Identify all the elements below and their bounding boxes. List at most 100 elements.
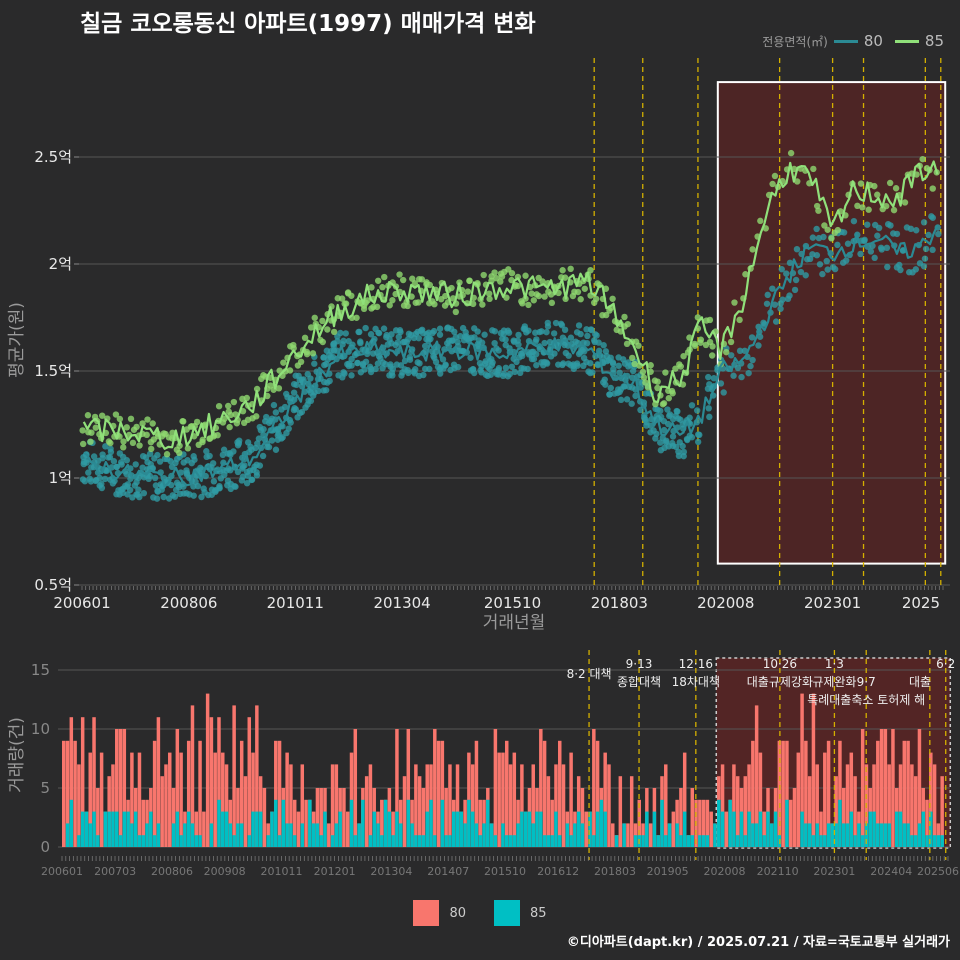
price-point-80 — [666, 411, 674, 418]
price-point-80 — [491, 328, 499, 335]
volume-bar-80 — [747, 764, 751, 847]
price-point-80 — [243, 479, 251, 487]
price-point-85 — [193, 418, 201, 426]
price-point-80 — [426, 365, 433, 373]
volume-bar-85 — [656, 835, 660, 847]
volume-bar-85 — [209, 823, 214, 847]
volume-bar-85 — [523, 811, 528, 847]
volume-bar-80 — [414, 764, 418, 847]
volume-bar-85 — [122, 811, 127, 847]
price-point-80 — [874, 232, 881, 239]
volume-bar-85 — [841, 823, 846, 847]
volume-bar-85 — [149, 811, 153, 847]
volume-bar-80 — [406, 729, 411, 847]
price-point-80 — [913, 227, 920, 234]
price-point-85 — [199, 438, 206, 446]
price-x-tick-label: 200806 — [160, 594, 217, 612]
price-point-85 — [143, 431, 150, 439]
volume-bar-80 — [493, 729, 498, 847]
volume-bar-85 — [735, 835, 740, 847]
price-point-80 — [502, 336, 509, 343]
volume-bar-80 — [474, 740, 479, 847]
volume-bar-80 — [898, 764, 903, 847]
price-point-85 — [736, 316, 743, 324]
price-point-85 — [890, 206, 898, 214]
volume-bar-85 — [652, 811, 657, 847]
volume-bar-85 — [217, 799, 221, 847]
price-point-80 — [734, 364, 742, 372]
price-point-80 — [203, 448, 210, 455]
price-point-85 — [360, 305, 368, 313]
price-point-80 — [907, 225, 915, 233]
price-point-85 — [311, 314, 318, 321]
price-point-80 — [326, 377, 333, 385]
price-point-85 — [431, 301, 438, 308]
volume-bar-85 — [84, 811, 89, 847]
price-point-85 — [706, 316, 714, 324]
volume-bar-85 — [565, 823, 570, 847]
volume-bar-85 — [592, 835, 596, 847]
volume-bar-85 — [913, 835, 918, 847]
price-point-85 — [665, 395, 672, 402]
volume-bar-85 — [713, 823, 717, 847]
price-point-80 — [260, 431, 267, 439]
volume-bar-80 — [292, 799, 297, 847]
volume-bar-85 — [641, 835, 645, 847]
volume-bar-80 — [380, 799, 384, 847]
price-point-80 — [883, 244, 891, 252]
price-point-80 — [315, 387, 322, 395]
price-point-80 — [425, 334, 433, 342]
price-point-80 — [823, 257, 830, 265]
volume-bar-80 — [554, 764, 558, 847]
volume-bar-85 — [239, 823, 244, 847]
price-point-80 — [694, 438, 702, 446]
price-x-tick-label: 201304 — [373, 594, 430, 612]
price-point-80 — [210, 478, 218, 485]
price-point-80 — [290, 389, 298, 396]
volume-bar-85 — [698, 835, 702, 847]
price-point-80 — [594, 361, 601, 368]
price-point-80 — [861, 237, 868, 245]
price-point-80 — [559, 361, 566, 369]
price-point-80 — [824, 266, 831, 273]
price-point-80 — [123, 457, 131, 464]
price-point-80 — [389, 372, 396, 379]
price-y-tick-label: 1억 — [49, 469, 72, 487]
volume-bar-80 — [781, 740, 785, 847]
price-point-85 — [84, 412, 92, 419]
price-point-85 — [691, 340, 698, 348]
volume-bar-85 — [277, 835, 282, 847]
volume-bar-85 — [826, 823, 831, 847]
volume-bar-85 — [353, 835, 358, 847]
volume-bar-85 — [145, 823, 149, 847]
volume-bar-85 — [334, 823, 339, 847]
price-point-85 — [824, 226, 831, 233]
price-point-80 — [575, 350, 583, 358]
price-point-85 — [301, 334, 309, 342]
volume-bar-80 — [122, 729, 127, 847]
volume-bar-80 — [849, 752, 854, 847]
volume-bar-80 — [872, 764, 876, 847]
price-point-80 — [616, 369, 623, 376]
volume-bar-85 — [512, 835, 517, 847]
volume-bar-80 — [558, 740, 562, 847]
price-point-80 — [337, 329, 344, 337]
volume-bar-80 — [209, 717, 214, 847]
price-point-80 — [580, 348, 588, 355]
policy-label-detail: 종합대책 — [617, 674, 661, 689]
volume-bar-80 — [277, 740, 282, 847]
price-point-80 — [857, 250, 864, 258]
price-point-85 — [485, 290, 493, 297]
volume-bar-85 — [531, 823, 535, 847]
volume-bar-80 — [724, 811, 729, 847]
price-point-80 — [675, 448, 682, 455]
price-point-85 — [286, 367, 294, 374]
volume-bar-80 — [353, 729, 358, 847]
price-point-85 — [144, 416, 151, 423]
top-legend: 전용면적(㎡) 80 85 — [762, 32, 950, 50]
price-point-80 — [206, 452, 213, 460]
volume-x-tick-label: 200908 — [204, 865, 246, 878]
price-point-85 — [883, 202, 890, 210]
volume-y-tick-label: 5 — [40, 779, 50, 797]
volume-bar-80 — [99, 752, 104, 847]
